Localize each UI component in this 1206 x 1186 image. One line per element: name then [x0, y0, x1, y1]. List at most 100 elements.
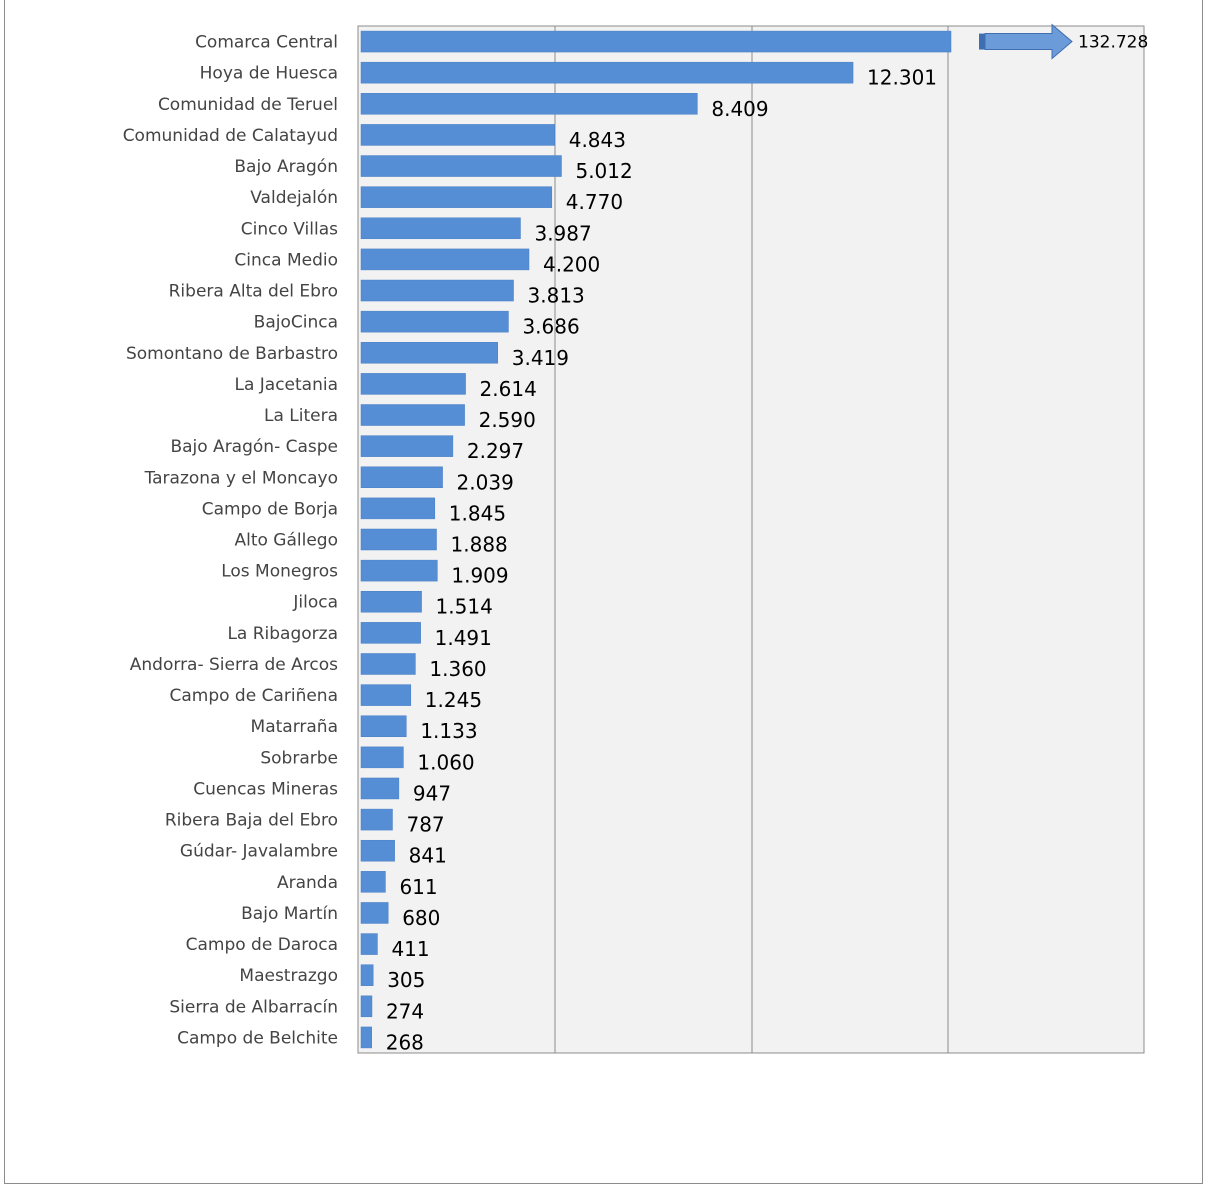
- category-label: Sierra de Albarracín: [169, 997, 338, 1017]
- value-label: 274: [386, 999, 424, 1023]
- bar-6: [360, 186, 553, 208]
- value-label: 947: [413, 781, 451, 805]
- bar-20: [360, 622, 421, 644]
- category-label: La Jacetania: [234, 375, 338, 395]
- bar-5: [360, 155, 562, 177]
- category-label: Alto Gállego: [234, 531, 338, 551]
- value-label: 1.491: [435, 626, 492, 650]
- bar-9: [360, 279, 514, 302]
- category-label: Valdejalón: [250, 188, 338, 208]
- bar-13: [360, 404, 465, 426]
- value-label: 4.843: [569, 128, 626, 152]
- category-label: BajoCinca: [254, 313, 338, 333]
- category-label: Bajo Aragón- Caspe: [170, 437, 338, 457]
- category-label: Campo de Belchite: [177, 1028, 338, 1048]
- bar-21: [360, 653, 416, 675]
- value-label: 3.686: [522, 315, 579, 339]
- value-label: 787: [406, 813, 444, 837]
- bar-14: [360, 435, 454, 457]
- value-label: 3.987: [534, 221, 591, 245]
- bar-16: [360, 497, 436, 520]
- category-label: Bajo Aragón: [234, 157, 338, 177]
- bar-1: [360, 30, 952, 53]
- category-label: Hoya de Huesca: [200, 64, 338, 84]
- value-label: 2.614: [480, 377, 537, 401]
- category-label: Campo de Borja: [202, 499, 338, 519]
- category-label: Ribera Baja del Ebro: [165, 811, 338, 831]
- category-label: Gúdar- Javalambre: [180, 842, 338, 862]
- category-labels: Comarca Central Hoya de Huesca Comunidad d…: [123, 33, 338, 1049]
- value-label: 1.245: [425, 688, 482, 712]
- category-label: Jiloca: [292, 593, 338, 613]
- category-label: Comunidad de Calatayud: [123, 126, 338, 146]
- value-label: 1.888: [451, 533, 508, 557]
- value-label: 4.200: [543, 252, 600, 276]
- value-label: 2.590: [479, 408, 536, 432]
- bar-17: [360, 528, 437, 551]
- value-label: 1.909: [451, 564, 508, 588]
- bar-3: [360, 93, 698, 115]
- value-label: 841: [409, 844, 447, 868]
- bar-15: [360, 466, 443, 489]
- category-label: Aranda: [277, 873, 338, 893]
- value-label: 5.012: [575, 159, 632, 183]
- bar-25: [360, 777, 400, 800]
- category-label: Bajo Martín: [241, 904, 338, 924]
- category-label: Matarraña: [251, 717, 338, 737]
- bar-26: [360, 808, 393, 831]
- value-label-comarca-central: 132.728: [1078, 33, 1148, 53]
- bar-33: [360, 1026, 372, 1049]
- value-label: 1.060: [417, 750, 474, 774]
- category-label: Somontano de Barbastro: [126, 344, 338, 364]
- value-label: 268: [386, 1030, 424, 1054]
- category-label: Sobrarbe: [260, 748, 338, 768]
- arrow-tail-marker: [979, 33, 985, 50]
- value-labels: 12.301 8.409 4.843 5.012 4.770 3.987 4.200 3.81…: [386, 66, 937, 1055]
- category-label: La Ribagorza: [227, 624, 338, 644]
- bar-8: [360, 248, 530, 271]
- value-label: 2.039: [457, 470, 514, 494]
- value-label: 1.133: [420, 719, 477, 743]
- bar-10: [360, 310, 509, 333]
- bar-4: [360, 124, 555, 146]
- category-label: Campo de Cariñena: [169, 686, 338, 706]
- chart-frame: [4, 0, 1203, 1184]
- bar-12: [360, 373, 466, 395]
- bar-7: [360, 217, 521, 240]
- overflow-arrow: 132.728: [979, 23, 1148, 60]
- bar-11: [360, 342, 499, 364]
- category-label: Maestrazgo: [239, 966, 338, 986]
- value-label: 1.360: [429, 657, 486, 681]
- value-label: 8.409: [711, 97, 768, 121]
- arrow-right-icon: [984, 23, 1073, 60]
- category-label: Campo de Daroca: [186, 935, 338, 955]
- bar-32: [360, 995, 373, 1018]
- bar-23: [360, 715, 407, 737]
- category-label: La Litera: [264, 406, 338, 426]
- value-label: 12.301: [867, 66, 937, 90]
- category-label: Tarazona y el Moncayo: [144, 468, 338, 488]
- bar-31: [360, 964, 374, 986]
- value-label: 611: [399, 875, 437, 899]
- bar-28: [360, 871, 386, 893]
- bar-19: [360, 590, 422, 613]
- category-label: Ribera Alta del Ebro: [169, 282, 338, 302]
- category-label: Cinca Medio: [234, 250, 338, 270]
- bar-29: [360, 902, 389, 924]
- bar-30: [360, 933, 378, 955]
- value-label: 1.514: [436, 595, 493, 619]
- category-label: Comunidad de Teruel: [158, 95, 338, 115]
- value-label: 2.297: [467, 439, 524, 463]
- gridlines: [554, 26, 949, 1053]
- value-label: 680: [402, 906, 440, 930]
- category-label: Comarca Central: [195, 33, 338, 53]
- category-label: Cinco Villas: [241, 219, 338, 239]
- bar-24: [360, 746, 404, 769]
- value-label: 411: [391, 937, 429, 961]
- bars: [360, 30, 952, 1049]
- bar-27: [360, 839, 395, 862]
- value-label: 4.770: [566, 190, 623, 214]
- value-label: 3.419: [512, 346, 569, 370]
- category-label: Cuencas Mineras: [193, 779, 338, 799]
